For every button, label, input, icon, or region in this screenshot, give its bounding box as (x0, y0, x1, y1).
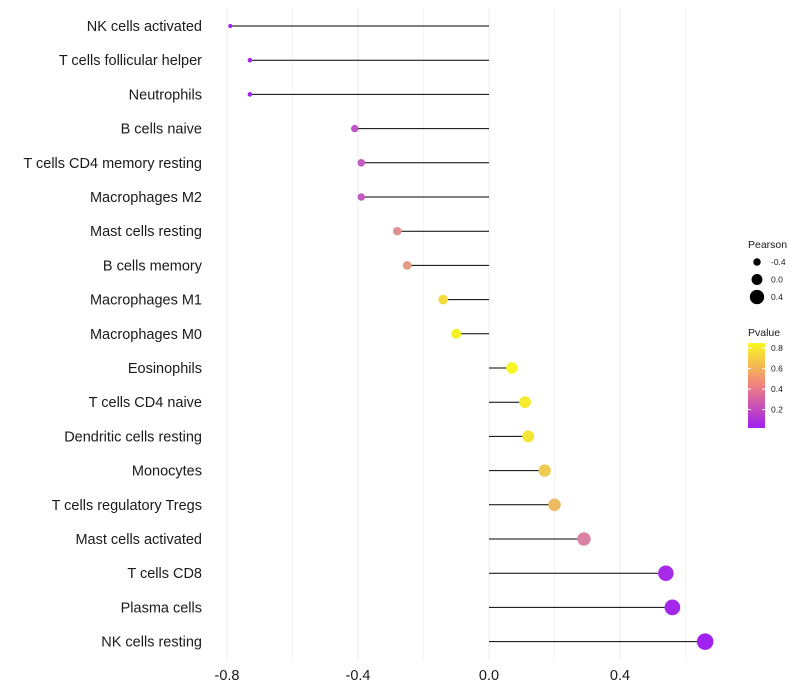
category-label: Neutrophils (129, 87, 202, 103)
category-label: Monocytes (132, 464, 202, 480)
legend-pearson-label: -0.4 (771, 257, 786, 267)
category-label: Eosinophils (128, 361, 202, 377)
lollipop-dot (402, 261, 412, 270)
legend-pvalue-label: 0.2 (771, 405, 783, 415)
legend-pvalue-label: 0.8 (771, 343, 783, 353)
category-label: NK cells activated (87, 19, 202, 35)
legend-pvalue-colorbar (748, 343, 765, 428)
lollipop-dot (351, 124, 359, 133)
x-tick-label: 0.0 (479, 668, 499, 684)
x-tick-label: -0.4 (346, 668, 371, 684)
legend-pvalue: Pvalue 0.8 0.6 0.4 0.2 (748, 327, 783, 428)
category-label: Mast cells activated (75, 532, 202, 548)
legend-pearson-title: Pearson (748, 239, 787, 251)
x-axis-tick-labels: -0.8 -0.4 0.0 0.4 (215, 668, 631, 684)
lollipop-dot (357, 159, 366, 167)
lollipop-stems (230, 25, 706, 643)
category-label: T cells follicular helper (59, 53, 202, 69)
lollipop-dot (548, 498, 561, 512)
category-label: Plasma cells (121, 600, 202, 616)
category-label: Macrophages M2 (90, 190, 202, 206)
legend-pearson-label: 0.0 (771, 275, 783, 285)
lollipop-dot (522, 430, 535, 443)
legend-pvalue-title: Pvalue (748, 327, 780, 339)
lollipop-dot (451, 328, 462, 339)
legend-pearson-label: 0.4 (771, 292, 783, 302)
lollipop-dot (247, 92, 253, 97)
category-label: B cells memory (103, 258, 203, 274)
legend-pearson-key (753, 258, 761, 266)
legend-pvalue-label: 0.4 (771, 384, 783, 394)
category-label: NK cells resting (101, 635, 202, 651)
category-label: Macrophages M0 (90, 327, 202, 343)
lollipop-dot (538, 464, 551, 477)
lollipop-dot (519, 396, 531, 409)
category-label: T cells regulatory Tregs (52, 498, 202, 514)
category-label: T cells CD8 (127, 566, 202, 582)
legend-pearson: Pearson -0.4 0.0 0.4 (748, 239, 787, 305)
category-label: Dendritic cells resting (64, 429, 202, 445)
lollipop-dot (664, 599, 681, 616)
lollipop-dot (247, 57, 253, 63)
lollipop-dot (577, 532, 591, 546)
lollipop-dot (696, 633, 714, 650)
lollipop-dot (393, 226, 402, 236)
lollipop-dot (506, 362, 518, 374)
legend-pearson-key (751, 274, 763, 285)
x-tick-label: -0.8 (215, 668, 240, 684)
category-label: T cells CD4 naive (89, 395, 202, 411)
lollipop-dot (357, 193, 366, 201)
category-labels: NK cells activated T cells follicular hel… (23, 19, 202, 651)
lollipop-dots (228, 23, 714, 650)
category-label: Macrophages M1 (90, 293, 202, 309)
category-label: Mast cells resting (90, 224, 202, 240)
legend-pearson-key (749, 289, 765, 305)
lollipop-dot (658, 565, 674, 581)
lollipop-dot (438, 294, 448, 305)
category-label: T cells CD4 memory resting (23, 156, 202, 172)
legend-pvalue-label: 0.6 (771, 364, 783, 374)
x-tick-label: 0.4 (610, 668, 630, 684)
category-label: B cells naive (121, 122, 202, 138)
lollipop-dot (228, 23, 233, 29)
